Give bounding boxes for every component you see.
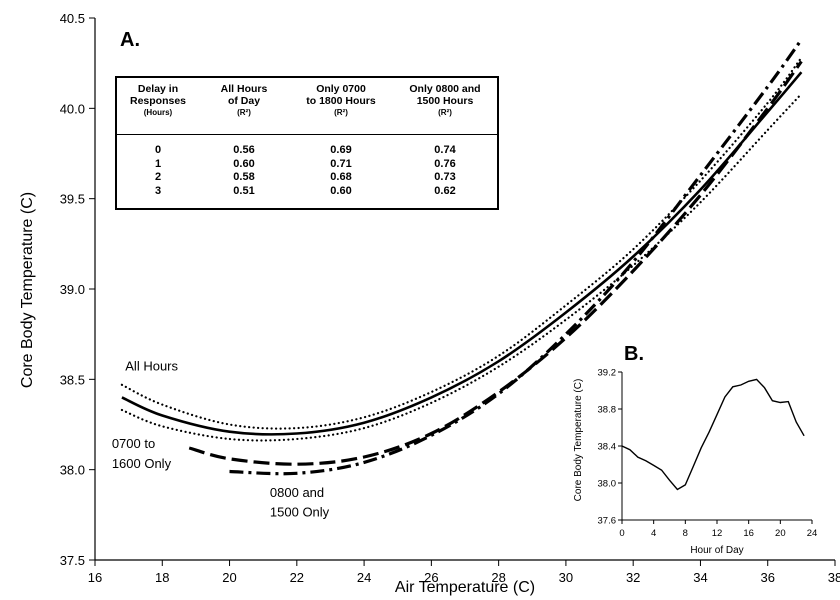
table-cell: 0.76 (434, 157, 456, 170)
table-cell: 0.68 (330, 171, 352, 183)
panel-a-x-ticks: 16 18 20 22 24 26 28 30 32 34 36 38 (88, 560, 840, 585)
y-tick-label: 37.6 (598, 516, 617, 527)
y-tick-label: 39.5 (60, 192, 85, 207)
x-tick-label: 36 (760, 570, 774, 585)
table-row: 2 0.58 0.68 0.73 (117, 171, 497, 185)
x-tick-label: 16 (743, 528, 754, 539)
series-line-dotted (120, 92, 803, 442)
panel-b-x-ticks: 0 4 8 12 16 20 24 (619, 520, 817, 539)
panel-a-axes: 16 18 20 22 24 26 28 30 32 34 36 38 37.538.038.539.… (60, 11, 840, 585)
table-cell: 3 (154, 184, 162, 197)
table-header: Delay in Responses (Hours) All Hours of … (117, 83, 497, 133)
table-cell: 0.73 (434, 171, 456, 183)
header-line: All Hours (220, 83, 268, 95)
y-tick-label: 40.0 (60, 101, 85, 116)
x-tick-label: 16 (88, 570, 102, 585)
table-header-0800-1500: Only 0800 and 1500 Hours (R²) (393, 83, 497, 119)
header-line: of Day (227, 95, 261, 107)
panel-b-x-axis-title: Hour of Day (690, 545, 743, 556)
r-squared-table: Delay in Responses (Hours) All Hours of … (115, 76, 499, 210)
x-tick-label: 0 (619, 528, 624, 539)
y-tick-label: 40.5 (60, 11, 85, 26)
x-tick-label: 26 (424, 570, 438, 585)
table-cell: 2 (154, 171, 162, 183)
x-tick-label: 20 (775, 528, 786, 539)
panel-b-inset: 0 4 8 12 16 20 24 37.6 38.0 38.4 38.8 39.2 Hour of… (573, 343, 817, 556)
x-tick-label: 22 (290, 570, 304, 585)
table-row: 0 0.56 0.69 0.74 (117, 144, 497, 158)
header-line: Responses (129, 95, 187, 107)
y-tick-label: 38.8 (598, 405, 617, 416)
table-header-all-hours: All Hours of Day (R²) (199, 83, 289, 119)
curve-annotation: 0800 and (270, 485, 324, 500)
x-tick-label: 34 (693, 570, 707, 585)
curve-annotation: 0700 to (112, 436, 155, 451)
header-line: Delay in (137, 83, 179, 95)
panel-a-y-ticks: 37.5 38.0 38.5 39.0 39.5 40.0 40.5 (60, 11, 95, 568)
y-tick-label: 39.2 (598, 368, 617, 379)
table-cell: 0.74 (434, 144, 456, 156)
table-cell: 0.56 (233, 144, 255, 156)
x-tick-label: 12 (712, 528, 723, 539)
panel-a-label: A. (120, 29, 140, 51)
x-tick-label: 18 (155, 570, 169, 585)
x-tick-label: 38 (828, 570, 840, 585)
x-tick-label: 30 (559, 570, 573, 585)
hourly-temperature-line (621, 378, 805, 491)
x-tick-label: 4 (651, 528, 656, 539)
panel-a-y-axis-title: Core Body Temperature (C) (19, 192, 36, 388)
y-tick-label: 38.0 (60, 463, 85, 478)
series-line-solid (121, 71, 803, 436)
header-line: (R²) (237, 108, 251, 117)
table-cell: 0.60 (233, 157, 255, 170)
table-cell: 0.69 (330, 144, 352, 156)
panel-a-annotations: All Hours 0700 to 1600 Only 0800 and 1500 On… (112, 358, 330, 519)
header-line: Only 0700 (316, 83, 366, 95)
table-cell: 0.62 (434, 184, 456, 197)
y-tick-label: 37.5 (60, 553, 85, 568)
series-line-dotted (120, 56, 803, 430)
panel-b-y-axis-title: Core Body Temperature (C) (573, 379, 584, 502)
panel-b-label: B. (624, 343, 644, 365)
table-body: 0 0.56 0.69 0.74 1 0.60 0.71 0.76 2 0.58… (117, 144, 497, 198)
y-tick-label: 38.5 (60, 372, 85, 387)
y-tick-label: 38.4 (598, 442, 617, 453)
x-tick-label: 20 (222, 570, 236, 585)
curve-annotation: 1600 Only (112, 456, 172, 471)
table-cell: 0.71 (330, 157, 352, 170)
x-tick-label: 24 (357, 570, 371, 585)
table-cell: 1 (154, 157, 162, 170)
x-tick-label: 8 (683, 528, 688, 539)
header-line: (R²) (438, 108, 452, 117)
table-cell: 0 (154, 144, 162, 156)
panel-b-y-ticks: 37.6 38.0 38.4 38.8 39.2 (598, 368, 622, 527)
y-tick-label: 38.0 (598, 479, 617, 490)
x-tick-label: 28 (491, 570, 505, 585)
x-tick-label: 32 (626, 570, 640, 585)
table-header-delay: Delay in Responses (Hours) (117, 83, 199, 119)
header-line: to 1800 Hours (306, 95, 376, 107)
x-tick-label: 24 (807, 528, 818, 539)
panel-a-x-axis-title: Air Temperature (C) (395, 579, 535, 596)
y-tick-label: 39.0 (60, 282, 85, 297)
header-line: (Hours) (143, 108, 173, 117)
table-cell: 0.58 (233, 171, 255, 183)
header-line: Only 0800 and (409, 83, 481, 95)
panel-a-series (120, 38, 803, 476)
table-header-0700-1800: Only 0700 to 1800 Hours (R²) (289, 83, 393, 119)
table-rule (117, 134, 497, 135)
table-row: 1 0.60 0.71 0.76 (117, 158, 497, 172)
header-line: 1500 Hours (416, 95, 474, 107)
header-line: (R²) (334, 108, 348, 117)
table-cell: 0.51 (233, 184, 255, 197)
curve-annotation: 1500 Only (270, 505, 330, 520)
table-cell: 0.60 (330, 184, 352, 197)
table-row: 3 0.51 0.60 0.62 (117, 185, 497, 199)
panel-b-series (621, 378, 805, 491)
curve-annotation: All Hours (125, 358, 178, 373)
